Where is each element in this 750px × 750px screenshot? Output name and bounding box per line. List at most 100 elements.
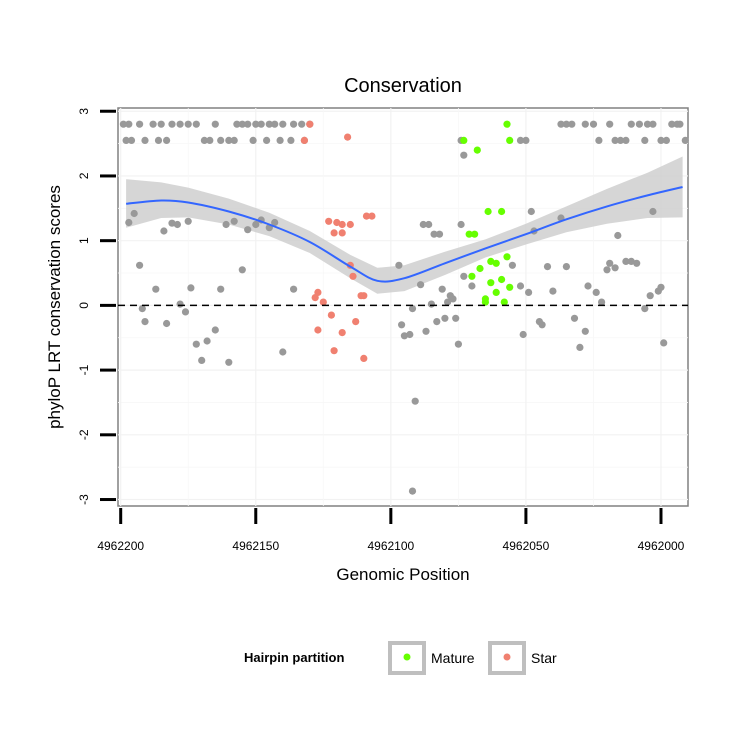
data-point-other xyxy=(271,218,279,227)
data-point-star xyxy=(349,272,357,280)
data-point-other xyxy=(516,282,525,290)
data-point-other xyxy=(136,120,144,128)
data-point-star xyxy=(344,133,352,141)
data-point-other xyxy=(668,120,676,128)
y-tick-label: 1 xyxy=(77,237,91,244)
data-point-star xyxy=(360,292,368,300)
data-point-other xyxy=(136,261,144,269)
y-tick-label: -3 xyxy=(77,494,91,505)
legend-label-mature: Mature xyxy=(431,650,475,666)
data-point-other xyxy=(568,120,576,128)
data-point-other xyxy=(468,282,476,290)
data-point-star xyxy=(368,212,376,220)
confidence-band-layer xyxy=(126,156,683,294)
data-point-other xyxy=(252,220,260,229)
data-point-mature xyxy=(473,146,481,154)
data-point-star xyxy=(330,347,338,355)
data-point-star xyxy=(314,326,322,334)
data-point-other xyxy=(433,318,441,326)
y-axis-title: phyloP LRT conservation scores xyxy=(45,185,64,429)
smooth-layer xyxy=(125,186,683,283)
data-point-mature xyxy=(498,207,506,216)
data-point-other xyxy=(527,207,535,216)
data-point-other xyxy=(149,120,157,128)
legend-label-star: Star xyxy=(531,650,557,666)
data-point-other xyxy=(584,282,592,290)
x-tick-label: 4962200 xyxy=(97,539,144,553)
data-point-other xyxy=(200,136,208,144)
data-point-other xyxy=(606,259,614,267)
x-axis: 4962200 4962150 4962100 4962050 4962000 xyxy=(97,508,685,553)
data-point-other xyxy=(217,285,225,293)
data-point-other xyxy=(154,136,163,144)
data-point-other xyxy=(244,120,252,128)
data-point-other xyxy=(206,136,214,144)
data-point-other xyxy=(119,120,127,128)
data-point-mature xyxy=(498,275,506,284)
data-point-star xyxy=(352,318,360,326)
x-tick-label: 4962050 xyxy=(503,539,550,553)
data-point-mature xyxy=(487,279,495,287)
data-point-other xyxy=(222,220,230,229)
data-point-other xyxy=(163,319,171,328)
data-point-other xyxy=(508,261,516,269)
data-point-mature xyxy=(506,136,514,144)
data-point-mature xyxy=(503,253,511,261)
data-point-other xyxy=(589,120,598,128)
data-point-star xyxy=(311,294,319,302)
data-point-mature xyxy=(465,230,473,238)
data-point-other xyxy=(595,136,603,144)
data-point-other xyxy=(181,308,190,316)
data-point-other xyxy=(279,348,287,356)
data-point-other xyxy=(211,120,219,128)
data-point-star xyxy=(333,218,341,227)
smooth-trend-line xyxy=(125,186,683,283)
data-point-star xyxy=(330,229,338,237)
data-point-other xyxy=(257,120,265,128)
data-point-other xyxy=(230,136,238,144)
data-point-star xyxy=(319,298,327,306)
data-point-mature xyxy=(487,257,495,265)
data-point-other xyxy=(603,266,611,274)
data-point-star xyxy=(338,220,346,229)
data-point-other xyxy=(225,358,233,366)
data-point-other xyxy=(198,356,206,364)
legend: Hairpin partition Mature Star xyxy=(244,641,557,675)
data-point-other xyxy=(168,219,176,227)
data-point-other xyxy=(641,305,649,313)
data-point-other xyxy=(454,340,462,348)
data-point-other xyxy=(549,287,557,295)
y-tick-label: 3 xyxy=(77,108,91,115)
data-point-star xyxy=(338,329,346,337)
legend-marker-star xyxy=(503,653,511,661)
data-point-star xyxy=(325,217,333,225)
data-point-other xyxy=(522,136,530,144)
y-axis: -3 -2 -1 0 1 2 3 xyxy=(77,108,116,505)
data-point-other xyxy=(152,285,160,293)
points-layer xyxy=(119,120,689,495)
data-point-other xyxy=(411,397,419,405)
data-point-other xyxy=(203,337,211,345)
data-point-other xyxy=(184,217,192,225)
data-point-other xyxy=(417,281,425,289)
data-point-other xyxy=(230,217,238,225)
data-point-other xyxy=(449,295,457,303)
data-point-mature xyxy=(476,264,484,273)
data-point-star xyxy=(346,220,354,229)
data-point-other xyxy=(252,120,260,128)
data-point-other xyxy=(238,120,246,128)
confidence-band xyxy=(126,156,683,294)
data-point-other xyxy=(452,314,460,322)
data-point-other xyxy=(168,120,176,128)
x-tick-label: 4962150 xyxy=(232,539,279,553)
data-point-other xyxy=(287,136,295,144)
data-point-other xyxy=(176,300,184,308)
data-point-other xyxy=(211,326,219,334)
data-point-other xyxy=(265,120,273,128)
data-point-other xyxy=(676,120,684,128)
data-point-other xyxy=(581,120,589,128)
data-point-other xyxy=(622,136,630,144)
gridlines xyxy=(118,108,688,506)
data-point-other xyxy=(125,218,133,227)
